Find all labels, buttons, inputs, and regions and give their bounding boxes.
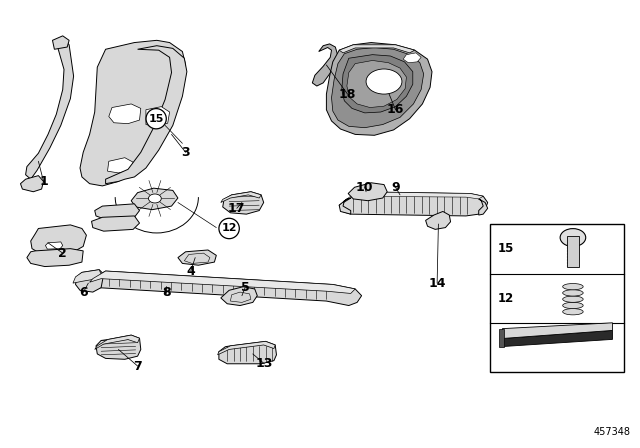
- Circle shape: [148, 194, 161, 203]
- Text: 6: 6: [79, 286, 88, 299]
- Polygon shape: [52, 36, 69, 49]
- Text: 15: 15: [497, 242, 514, 255]
- Polygon shape: [221, 192, 261, 202]
- Ellipse shape: [563, 309, 583, 315]
- Polygon shape: [27, 249, 83, 267]
- Polygon shape: [499, 329, 504, 347]
- Ellipse shape: [563, 290, 583, 296]
- Bar: [566, 236, 579, 267]
- Polygon shape: [479, 199, 488, 215]
- Ellipse shape: [563, 302, 583, 309]
- Text: 12: 12: [221, 224, 237, 233]
- Polygon shape: [312, 44, 338, 86]
- Polygon shape: [131, 188, 178, 210]
- Polygon shape: [219, 341, 276, 364]
- Polygon shape: [108, 158, 133, 173]
- Polygon shape: [106, 46, 187, 184]
- Polygon shape: [92, 216, 140, 231]
- Polygon shape: [178, 250, 216, 265]
- Text: 17: 17: [228, 202, 246, 215]
- Polygon shape: [90, 271, 355, 293]
- Ellipse shape: [563, 296, 583, 302]
- Polygon shape: [502, 331, 612, 347]
- Text: 1: 1: [39, 175, 48, 188]
- Text: 12: 12: [497, 292, 513, 305]
- Polygon shape: [109, 104, 141, 124]
- Polygon shape: [339, 198, 351, 214]
- Circle shape: [560, 228, 586, 246]
- Circle shape: [366, 69, 402, 94]
- Polygon shape: [339, 45, 415, 53]
- Polygon shape: [96, 335, 141, 359]
- Text: 2: 2: [58, 246, 67, 260]
- Polygon shape: [347, 192, 483, 199]
- Polygon shape: [403, 53, 421, 63]
- Polygon shape: [342, 55, 413, 113]
- Polygon shape: [76, 270, 104, 292]
- Text: 15: 15: [148, 114, 164, 124]
- Polygon shape: [221, 287, 257, 306]
- Text: 8: 8: [162, 286, 171, 299]
- Text: 5: 5: [241, 281, 250, 294]
- Text: 9: 9: [391, 181, 400, 194]
- Polygon shape: [31, 225, 86, 254]
- Polygon shape: [73, 270, 101, 283]
- Polygon shape: [218, 341, 275, 355]
- Text: 3: 3: [181, 146, 190, 159]
- Polygon shape: [45, 242, 63, 249]
- Text: 14: 14: [428, 276, 446, 290]
- Text: 10: 10: [356, 181, 374, 194]
- Polygon shape: [26, 38, 74, 179]
- Text: 13: 13: [255, 357, 273, 370]
- Text: 7: 7: [133, 359, 142, 373]
- Polygon shape: [347, 60, 406, 108]
- Text: 18: 18: [339, 87, 356, 101]
- Text: 4: 4: [186, 264, 195, 278]
- Polygon shape: [84, 271, 362, 306]
- Text: 16: 16: [387, 103, 404, 116]
- Polygon shape: [146, 107, 170, 126]
- Bar: [490, 224, 624, 372]
- Polygon shape: [20, 176, 44, 192]
- Polygon shape: [95, 204, 140, 220]
- Polygon shape: [502, 323, 612, 339]
- Polygon shape: [348, 183, 387, 201]
- Polygon shape: [332, 47, 424, 128]
- Polygon shape: [95, 335, 140, 349]
- Text: 457348: 457348: [593, 427, 630, 437]
- Polygon shape: [339, 192, 488, 216]
- Polygon shape: [80, 40, 186, 186]
- Polygon shape: [426, 211, 451, 229]
- Polygon shape: [326, 43, 432, 135]
- Ellipse shape: [563, 284, 583, 290]
- Polygon shape: [223, 192, 264, 214]
